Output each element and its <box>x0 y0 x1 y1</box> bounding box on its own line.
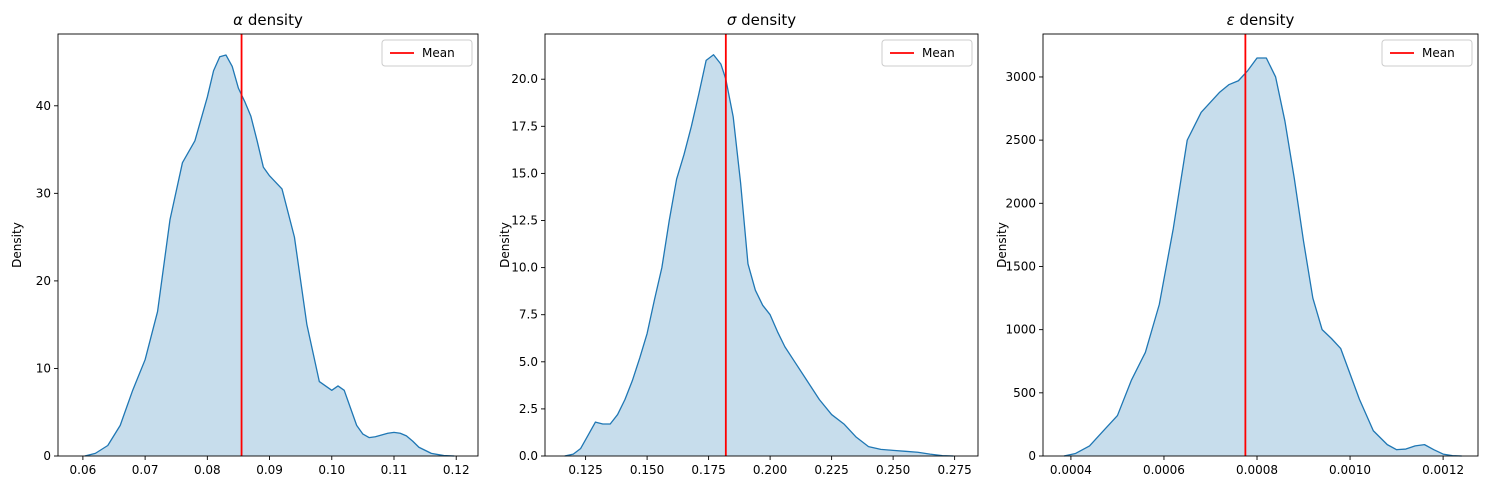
subplot-3: 0.0004 0.0006 0.0008 0.0010 0.0012 0 500 1000 15… <box>995 11 1479 477</box>
x-tick-label: 0.125 <box>568 463 602 477</box>
chart-title: σ density <box>727 11 796 29</box>
title-symbol: ε <box>1227 11 1235 29</box>
x-tick-label: 0.150 <box>630 463 664 477</box>
subplot-1: 0.06 0.07 0.08 0.09 0.10 0.11 0.12 0 10 20 30 40 Den… <box>10 11 479 477</box>
y-tick-label: 40 <box>36 99 51 113</box>
x-tick-label: 0.09 <box>256 463 283 477</box>
y-tick-label: 7.5 <box>519 308 538 322</box>
legend-box <box>1381 39 1473 67</box>
chart-title: ε density <box>1227 11 1295 29</box>
y-tick-label: 0.0 <box>519 449 538 463</box>
legend: Mean <box>881 39 973 67</box>
density-fill <box>564 54 954 456</box>
density-line <box>84 54 455 457</box>
chart-title: α density <box>233 11 303 29</box>
title-text: density <box>243 11 303 29</box>
axes-frame <box>544 33 979 457</box>
x-tick-label: 0.0004 <box>1050 463 1092 477</box>
y-tick-label: 500 <box>1013 386 1036 400</box>
y-tick-label: 5.0 <box>519 355 538 369</box>
legend: Mean <box>381 39 473 67</box>
y-tick-label: 2000 <box>1005 196 1036 210</box>
density-line <box>1063 57 1462 457</box>
axes-frame <box>57 33 479 457</box>
x-tick-label: 0.08 <box>194 463 221 477</box>
y-tick-label: 0 <box>1028 449 1036 463</box>
legend-box <box>881 39 973 67</box>
y-tick-label: 0 <box>43 449 51 463</box>
y-tick-label: 1000 <box>1005 323 1036 337</box>
x-tick-label: 0.225 <box>814 463 848 477</box>
x-tick-label: 0.175 <box>691 463 725 477</box>
legend-label: Mean <box>922 46 955 60</box>
axes-frame <box>1042 33 1479 457</box>
x-tick-label: 0.0012 <box>1422 463 1464 477</box>
x-tick-label: 0.250 <box>876 463 910 477</box>
legend-box <box>381 39 473 67</box>
x-tick-label: 0.12 <box>443 463 470 477</box>
y-axis-label: Density <box>498 222 512 268</box>
x-tick-label: 0.200 <box>753 463 787 477</box>
y-tick-label: 17.5 <box>511 119 538 133</box>
title-text: density <box>736 11 796 29</box>
y-tick-label: 20.0 <box>511 72 538 86</box>
legend-label: Mean <box>1422 46 1455 60</box>
subplot-2: 0.125 0.150 0.175 0.200 0.225 0.250 0.275 0.0 2.… <box>498 11 979 477</box>
title-text: density <box>1235 11 1295 29</box>
y-tick-label: 15.0 <box>511 166 538 180</box>
y-tick-label: 30 <box>36 186 51 200</box>
y-tick-label: 10.0 <box>511 261 538 275</box>
legend-label: Mean <box>422 46 455 60</box>
x-tick-label: 0.0010 <box>1329 463 1371 477</box>
y-tick-label: 10 <box>36 361 51 375</box>
y-axis-label: Density <box>995 222 1009 268</box>
x-tick-label: 0.0006 <box>1143 463 1185 477</box>
x-tick-label: 0.06 <box>70 463 97 477</box>
density-fill <box>84 55 455 456</box>
x-tick-label: 0.10 <box>318 463 345 477</box>
density-fill <box>1063 58 1462 456</box>
y-tick-label: 12.5 <box>511 214 538 228</box>
y-axis-label: Density <box>10 222 24 268</box>
legend: Mean <box>1381 39 1473 67</box>
y-tick-label: 1500 <box>1005 259 1036 273</box>
title-symbol: α <box>233 11 243 29</box>
x-tick-label: 0.275 <box>937 463 971 477</box>
x-tick-label: 0.0008 <box>1236 463 1278 477</box>
x-tick-label: 0.11 <box>381 463 408 477</box>
y-tick-label: 20 <box>36 274 51 288</box>
title-symbol: σ <box>727 11 737 29</box>
y-tick-label: 3000 <box>1005 70 1036 84</box>
x-tick-label: 0.07 <box>132 463 159 477</box>
y-tick-label: 2.5 <box>519 402 538 416</box>
y-tick-label: 2500 <box>1005 133 1036 147</box>
